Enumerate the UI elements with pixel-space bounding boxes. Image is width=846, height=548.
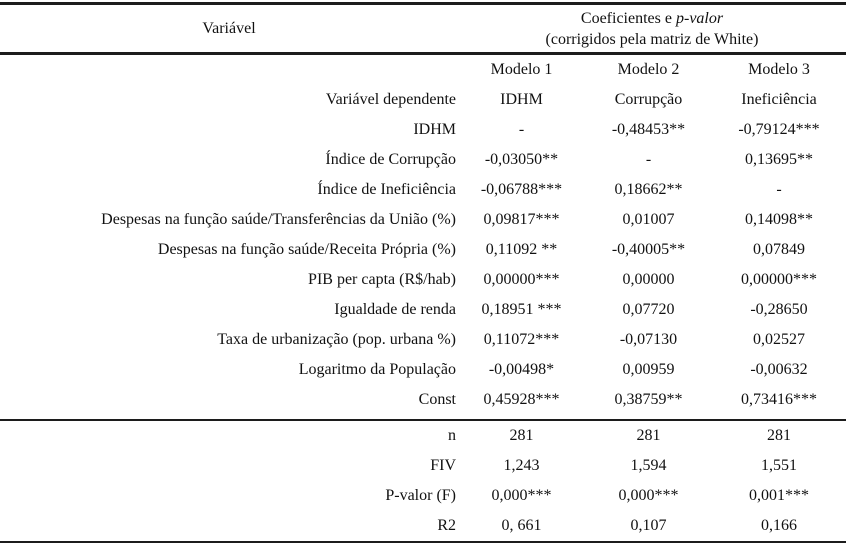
row-label: Taxa de urbanização (pop. urbana %) bbox=[217, 331, 456, 348]
cell-modelo3: 0,73416*** bbox=[741, 391, 817, 408]
row-label: FIV bbox=[430, 457, 456, 474]
row-label: P-valor (F) bbox=[385, 487, 456, 504]
cell-modelo3: -0,28650 bbox=[750, 301, 808, 318]
bottom-rule bbox=[0, 541, 846, 543]
top-rule bbox=[0, 2, 846, 5]
row-label: Índice de Corrupção bbox=[325, 151, 456, 168]
cell-modelo1: 1,243 bbox=[503, 457, 540, 474]
cell-modelo2: 0,01007 bbox=[622, 211, 675, 228]
cell-modelo1: 281 bbox=[509, 427, 534, 444]
coefficients-header-normal: Coeficientes e bbox=[580, 9, 676, 27]
cell-modelo3: -0,79124*** bbox=[738, 121, 820, 138]
row-label: n bbox=[448, 427, 456, 444]
table-row-idhm: IDHM - -0,48453** -0,79124*** bbox=[0, 115, 846, 145]
cell-modelo2: 0,38759** bbox=[614, 391, 683, 408]
row-label: Despesas na função saúde/Receita Própria… bbox=[157, 241, 456, 258]
cell-modelo2: -0,48453** bbox=[611, 121, 686, 138]
coefficients-header-pvalor: p-valor bbox=[675, 9, 724, 27]
stats-separator-rule bbox=[0, 419, 846, 421]
cell-modelo2: -0,07130 bbox=[619, 331, 678, 348]
cell-modelo3: 0,166 bbox=[761, 517, 797, 534]
coefficients-header-line2: (corrigidos pela matriz de White) bbox=[545, 30, 759, 48]
cell-modelo3: -0,00632 bbox=[750, 361, 808, 378]
cell-modelo3: Ineficiência bbox=[741, 91, 817, 108]
row-label: Igualdade de renda bbox=[334, 301, 456, 318]
cell-modelo3: 0,02527 bbox=[753, 331, 805, 348]
cell-modelo2: - bbox=[645, 151, 652, 168]
model-2-header: Modelo 2 bbox=[617, 61, 680, 78]
header-rule bbox=[0, 52, 846, 55]
row-label: PIB per capta (R$/hab) bbox=[308, 271, 456, 288]
cell-modelo1: 0, 661 bbox=[501, 517, 542, 534]
coefficients-column-header: Coeficientes e p-valor (corrigidos pela … bbox=[458, 5, 846, 52]
cell-modelo1: - bbox=[518, 121, 525, 138]
table-row-const: Const 0,45928*** 0,38759** 0,73416*** bbox=[0, 385, 846, 415]
cell-modelo1: 0,18951 *** bbox=[481, 301, 562, 318]
cell-modelo3: 0,001*** bbox=[749, 487, 809, 504]
cell-modelo3: 0,07849 bbox=[753, 241, 805, 258]
cell-modelo3: 1,551 bbox=[761, 457, 797, 474]
cell-modelo2: 0,107 bbox=[630, 517, 667, 534]
row-label: Const bbox=[418, 391, 456, 408]
row-label: Índice de Ineficiência bbox=[317, 181, 456, 198]
cell-modelo1: 0,45928*** bbox=[483, 391, 560, 408]
model-1-header: Modelo 1 bbox=[490, 61, 553, 78]
cell-modelo3: - bbox=[776, 181, 782, 198]
row-label: Logaritmo da População bbox=[298, 361, 456, 378]
cell-modelo2: 1,594 bbox=[630, 457, 667, 474]
cell-modelo1: -0,03050** bbox=[484, 151, 559, 168]
cell-modelo2: 0,18662** bbox=[614, 181, 683, 198]
table-row-indice-corrupcao: Índice de Corrupção -0,03050** - 0,13695… bbox=[0, 145, 846, 175]
cell-modelo2: -0,40005** bbox=[611, 241, 686, 258]
table-row-pib-per-capta: PIB per capta (R$/hab) 0,00000*** 0,0000… bbox=[0, 265, 846, 295]
stats-row-pvalor-f: P-valor (F) 0,000*** 0,000*** 0,001*** bbox=[0, 481, 846, 511]
cell-modelo1: 0,09817*** bbox=[483, 211, 560, 228]
cell-modelo1: IDHM bbox=[500, 91, 543, 108]
stats-row-r2: R2 0, 661 0,107 0,166 bbox=[0, 511, 846, 541]
table-row-logaritmo-populacao: Logaritmo da População -0,00498* 0,00959… bbox=[0, 355, 846, 385]
cell-modelo1: -0,06788*** bbox=[480, 181, 563, 198]
cell-modelo1: -0,00498* bbox=[488, 361, 555, 378]
cell-modelo1: 0,00000*** bbox=[483, 271, 560, 288]
variable-column-header: Variável bbox=[202, 19, 256, 37]
table-row-taxa-urbanizacao: Taxa de urbanização (pop. urbana %) 0,11… bbox=[0, 325, 846, 355]
row-label: R2 bbox=[437, 517, 456, 534]
cell-modelo1: 0,000*** bbox=[491, 487, 552, 504]
cell-modelo1: 0,11092 ** bbox=[485, 241, 558, 258]
coefficients-header-line1: Coeficientes e p-valor bbox=[581, 8, 723, 29]
stats-row-n: n 281 281 281 bbox=[0, 421, 846, 451]
cell-modelo2: Corrupção bbox=[614, 91, 683, 108]
cell-modelo3: 0,00000*** bbox=[741, 271, 817, 288]
cell-modelo2: 0,07720 bbox=[622, 301, 675, 318]
stats-row-fiv: FIV 1,243 1,594 1,551 bbox=[0, 451, 846, 481]
cell-modelo3: 0,14098** bbox=[745, 211, 813, 228]
cell-modelo2: 0,00959 bbox=[622, 361, 675, 378]
model-3-header: Modelo 3 bbox=[748, 61, 810, 78]
cell-modelo3: 281 bbox=[767, 427, 791, 444]
cell-modelo1: 0,11072*** bbox=[483, 331, 560, 348]
cell-modelo3: 0,13695** bbox=[745, 151, 813, 168]
table-row-despesas-transferencias-uniao: Despesas na função saúde/Transferências … bbox=[0, 205, 846, 235]
model-header-row: Modelo 1 Modelo 2 Modelo 3 bbox=[0, 55, 846, 85]
table-row-despesas-receita-propria: Despesas na função saúde/Receita Própria… bbox=[0, 235, 846, 265]
cell-modelo2: 281 bbox=[636, 427, 661, 444]
table-row-dependent-variable: Variável dependente IDHM Corrupção Inefi… bbox=[0, 85, 846, 115]
table-header: Variável Coeficientes e p-valor (corrigi… bbox=[0, 5, 846, 52]
row-label: Despesas na função saúde/Transferências … bbox=[101, 211, 456, 228]
table-row-igualdade-renda: Igualdade de renda 0,18951 *** 0,07720 -… bbox=[0, 295, 846, 325]
cell-modelo2: 0,000*** bbox=[618, 487, 679, 504]
cell-modelo2: 0,00000 bbox=[622, 271, 675, 288]
row-label: Variável dependente bbox=[325, 91, 456, 108]
row-label: IDHM bbox=[413, 121, 456, 138]
table-row-indice-ineficiencia: Índice de Ineficiência -0,06788*** 0,186… bbox=[0, 175, 846, 205]
